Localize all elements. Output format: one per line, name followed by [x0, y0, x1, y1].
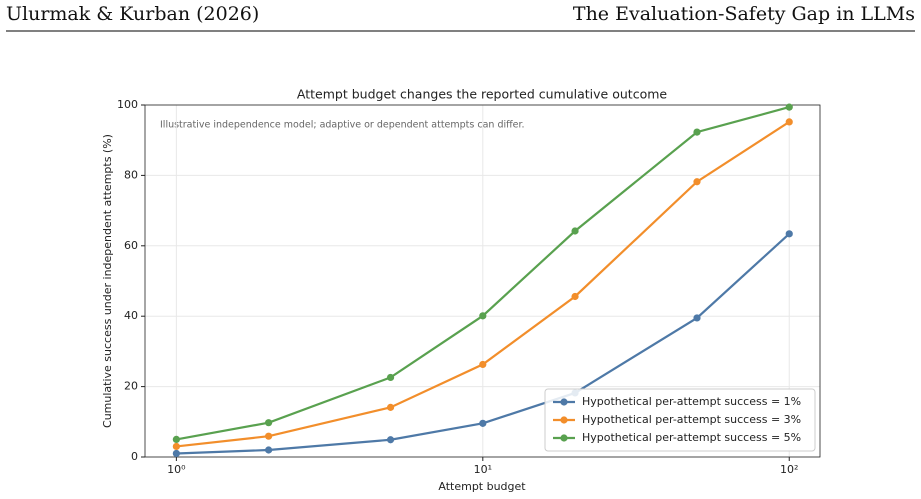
data-point	[265, 446, 273, 454]
data-point	[386, 436, 395, 444]
data-point	[172, 435, 180, 443]
legend-label: Hypothetical per-attempt success = 1%	[582, 395, 801, 408]
y-tick-label: 60	[124, 239, 138, 252]
x-tick-label: 10¹	[474, 463, 492, 476]
y-tick-label: 80	[124, 168, 138, 181]
legend-label: Hypothetical per-attempt success = 5%	[582, 431, 801, 444]
data-point	[479, 360, 487, 369]
data-point	[479, 419, 487, 427]
data-point	[571, 292, 579, 301]
data-point	[172, 449, 180, 458]
legend-marker	[560, 434, 568, 442]
data-point	[172, 442, 180, 451]
x-axis-label: Attempt budget	[438, 480, 526, 493]
y-tick-label: 40	[124, 309, 138, 322]
data-point	[265, 419, 273, 427]
legend-marker	[560, 398, 568, 406]
data-point	[693, 178, 701, 186]
legend-box	[544, 388, 816, 452]
data-point	[386, 373, 395, 382]
data-point	[571, 227, 579, 235]
data-point	[785, 118, 793, 126]
annotation: Illustrative independence model; adaptiv…	[160, 120, 525, 131]
data-point	[693, 314, 701, 322]
y-tick-label: 100	[117, 98, 138, 111]
y-tick-label: 0	[131, 450, 138, 463]
legend-marker	[560, 416, 568, 424]
y-tick-label: 20	[124, 380, 138, 393]
x-tick-label: 10⁰	[167, 463, 186, 476]
x-tick-label: 10²	[780, 463, 798, 476]
legend-label: Hypothetical per-attempt success = 3%	[582, 413, 801, 426]
data-point	[386, 403, 395, 411]
chart-title: Attempt budget changes the reported cumu…	[297, 87, 667, 102]
data-point	[265, 432, 273, 440]
running-head-left: Ulurmak & Kurban (2026)	[6, 3, 259, 25]
y-axis-label: Cumulative success under independent att…	[101, 134, 114, 428]
data-point	[479, 312, 487, 320]
plot-frame	[144, 104, 821, 458]
running-head-right: The Evaluation-Safety Gap in LLMs	[573, 3, 915, 25]
data-point	[693, 128, 701, 136]
data-point	[785, 103, 793, 111]
data-point	[785, 230, 793, 238]
